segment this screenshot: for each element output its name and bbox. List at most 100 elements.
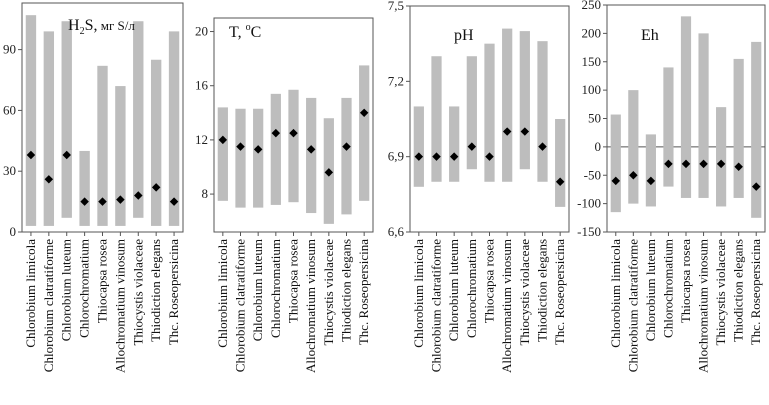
range-bar	[610, 114, 621, 213]
range-bar	[663, 67, 674, 187]
mean-marker	[467, 142, 477, 151]
range-bar	[341, 97, 352, 215]
range-bar	[270, 93, 281, 205]
range-bar	[253, 108, 264, 208]
category-label: Chlorobium limicola	[608, 239, 623, 348]
category-label: Chlorobium luteum	[59, 239, 74, 341]
range-bar	[235, 108, 246, 208]
range-bar	[716, 107, 727, 207]
category-label: Allochromatium vinosum	[112, 239, 127, 373]
y-tick-label: 90	[3, 42, 16, 57]
mean-marker	[324, 168, 334, 177]
category-label: Thiocapsa rosea	[286, 239, 301, 323]
category-label: Thiodiction elegans	[339, 239, 354, 342]
category-label: Allochromatium vinosum	[499, 239, 514, 373]
chart-title: Eh	[641, 27, 659, 44]
category-label: Chlorobium clatratiforme	[625, 239, 640, 372]
category-label: Thiocapsa rosea	[95, 239, 110, 323]
range-bar	[431, 56, 442, 182]
mean-marker	[151, 183, 161, 192]
mean-marker	[485, 152, 494, 161]
category-label: Chlorochromatium	[660, 239, 675, 338]
category-label: Chlorobium luteum	[250, 239, 265, 341]
range-bar	[359, 65, 370, 201]
category-label: Thiocapsa rosea	[678, 239, 693, 323]
y-tick-label: 50	[588, 111, 601, 126]
chart-panel-temperature: 8 12 16 20 Chlorobium limicola Chlorobium cla…	[195, 17, 374, 373]
mean-marker	[253, 145, 263, 154]
mean-marker	[289, 128, 298, 138]
category-label: Chlorobium limicola	[23, 239, 38, 348]
mean-marker	[44, 175, 54, 184]
mean-marker	[414, 152, 424, 161]
category-label: Thiocystis violaceae	[517, 239, 532, 346]
range-bar	[555, 119, 566, 207]
y-tick-label: 20	[195, 24, 208, 39]
category-label: Allochromatium vinosum	[303, 239, 318, 373]
y-tick-label: 8	[202, 186, 209, 201]
mean-marker	[432, 152, 441, 161]
y-tick-label: 7,5	[388, 0, 404, 13]
category-label: Thiocystis violaceae	[713, 239, 728, 346]
category-label: Chlorochromatium	[464, 239, 479, 338]
y-tick-label: 6,9	[388, 149, 404, 164]
y-tick-label: 7,2	[388, 73, 404, 88]
y-tick-label: 30	[3, 163, 16, 178]
mean-marker	[342, 142, 351, 151]
category-label: Thiocapsa rosea	[482, 239, 497, 323]
category-label: Chlorobium limicola	[411, 239, 426, 348]
mean-marker	[271, 128, 281, 138]
range-bar	[413, 106, 424, 187]
y-tick-label: 60	[3, 102, 16, 117]
category-label: Thc. Roseopersicina	[748, 239, 763, 345]
y-tick-label: -150	[577, 224, 601, 239]
range-bar	[97, 65, 108, 226]
chart-title: H2S, мг S/л	[68, 17, 135, 37]
range-bar	[168, 31, 180, 226]
category-label: Chlorochromatium	[77, 239, 92, 338]
y-tick-label: 16	[195, 78, 209, 93]
mean-marker	[98, 197, 107, 206]
mean-marker	[236, 142, 245, 151]
mean-marker	[80, 197, 89, 206]
y-tick-label: 100	[582, 82, 602, 97]
mean-marker	[116, 195, 125, 204]
range-bar	[628, 90, 639, 204]
chart-title: T, oC	[229, 22, 261, 41]
category-label: Thc. Roseopersicina	[356, 239, 371, 345]
category-label: Chlorobium luteum	[643, 239, 658, 341]
y-tick-label: 0	[595, 139, 602, 154]
category-label: Allochromatium vinosum	[696, 239, 711, 373]
mean-marker	[134, 191, 143, 200]
range-bar	[449, 106, 460, 182]
range-bar	[484, 43, 495, 182]
range-bar	[502, 28, 513, 182]
range-bar	[150, 59, 162, 226]
chart-panel-ph: 6,6 6,9 7,2 7,5 Chlorobium limicola Chlorobiu…	[388, 0, 570, 373]
range-bar	[306, 97, 317, 214]
category-label: Chlorobium clatratiforme	[429, 239, 444, 372]
mean-marker	[218, 135, 228, 145]
y-tick-label: 12	[195, 132, 208, 147]
mean-marker	[502, 127, 512, 136]
y-tick-label: -100	[577, 196, 601, 211]
y-tick-label: -50	[584, 167, 601, 182]
range-bar	[288, 89, 299, 203]
category-label: Thiodiction elegans	[535, 239, 550, 342]
mean-marker	[359, 108, 369, 118]
chart-panel-eh: -150 -100 -50 0 50 100 150 200 250 Chlorobium lim…	[577, 0, 766, 373]
range-bar	[43, 31, 55, 226]
mean-marker	[306, 145, 316, 154]
range-bar	[537, 41, 548, 182]
mean-marker	[449, 152, 459, 161]
range-bar	[519, 31, 530, 170]
y-tick-label: 250	[582, 0, 602, 12]
y-tick-label: 0	[10, 224, 17, 239]
range-bar	[79, 150, 90, 226]
range-bar	[133, 21, 144, 218]
category-label: Chlorobium clatratiforme	[233, 239, 248, 372]
y-tick-label: 6,6	[388, 224, 405, 239]
category-label: Chlorobium limicola	[215, 239, 230, 348]
category-label: Thiocystis violaceae	[321, 239, 336, 346]
